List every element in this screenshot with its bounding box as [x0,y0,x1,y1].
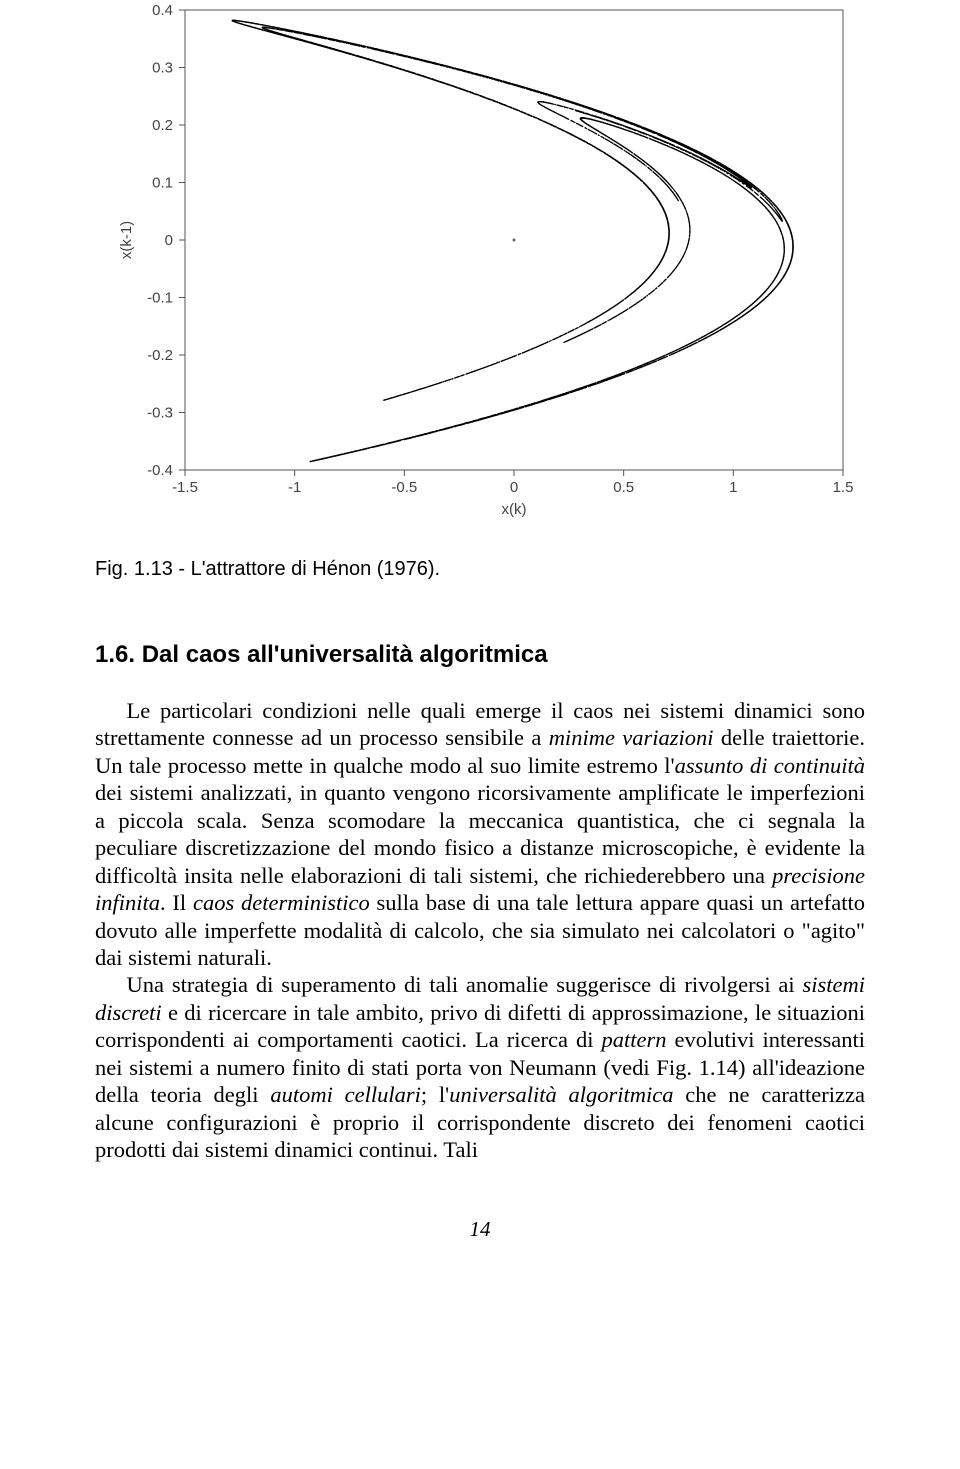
svg-text:0.2: 0.2 [152,117,173,134]
henon-attractor-chart: -1.5 -1 -0.5 0 0.5 1 1.5 -0.4 -0.3 -0.2 -0.1 0 0.1 0.… [95,0,865,530]
svg-text:0: 0 [510,479,518,496]
svg-text:0.3: 0.3 [152,60,173,77]
svg-text:-0.5: -0.5 [391,479,417,496]
svg-text:1: 1 [729,479,737,496]
body-paragraph-2: Una strategia di superamento di tali ano… [95,971,865,1163]
svg-text:0: 0 [165,232,173,249]
svg-text:-1: -1 [288,479,301,496]
page-number: 14 [95,1217,865,1242]
svg-text:-0.1: -0.1 [147,290,173,307]
svg-text:0.4: 0.4 [152,2,173,19]
svg-text:-0.3: -0.3 [147,405,173,422]
section-title-text: Dal caos all'universalità algoritmica [142,641,548,668]
svg-text:0.5: 0.5 [613,479,634,496]
svg-text:-0.2: -0.2 [147,347,173,364]
svg-text:-0.4: -0.4 [147,462,173,479]
body-paragraph-1: Le particolari condizioni nelle quali em… [95,697,865,971]
svg-text:x(k): x(k) [502,501,527,518]
figure-caption: Fig. 1.13 - L'attrattore di Hénon (1976)… [95,558,865,581]
chart-svg: -1.5 -1 -0.5 0 0.5 1 1.5 -0.4 -0.3 -0.2 -0.1 0 0.1 0.… [95,0,865,530]
svg-text:0.1: 0.1 [152,175,173,192]
svg-text:1.5: 1.5 [833,479,854,496]
svg-text:x(k-1): x(k-1) [118,221,135,259]
svg-text:-1.5: -1.5 [172,479,198,496]
section-number: 1.6. [95,641,135,668]
section-heading: 1.6. Dal caos all'universalità algoritmi… [95,641,865,669]
